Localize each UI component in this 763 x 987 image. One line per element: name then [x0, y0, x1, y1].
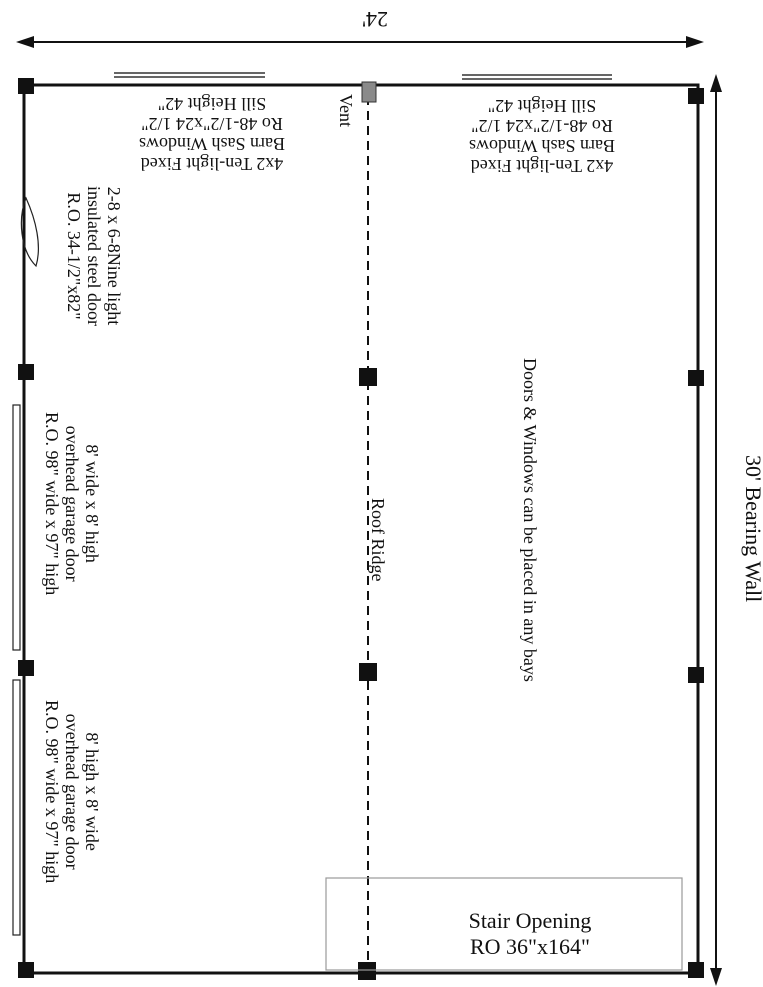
- stair-opening-label: Stair Opening RO 36"x164": [430, 908, 630, 960]
- garage-spec-line: R.O. 98" wide x 97" high: [42, 412, 62, 596]
- posts: [18, 78, 704, 980]
- roof-ridge-label: Roof Ridge: [368, 498, 388, 582]
- door-swing-symbol: [20, 196, 39, 268]
- garage-spec-line: overhead garage door: [62, 713, 82, 870]
- window-spec-line: Ro 48-1/2"x24 1/2": [471, 116, 613, 136]
- window-spec-line: 4x2 Ten-light Fixed: [140, 154, 284, 174]
- window-spec-left: 4x2 Ten-light Fixed Barn Sash Windows Ro…: [112, 94, 312, 174]
- window-spec-right: 4x2 Ten-light Fixed Barn Sash Windows Ro…: [442, 96, 642, 176]
- length-dimension-label: 30' Bearing Wall: [741, 455, 763, 603]
- vent-marker: [361, 81, 377, 103]
- post: [358, 962, 376, 980]
- stair-label-line2: RO 36"x164": [469, 934, 591, 959]
- width-dimension-label: 24': [362, 7, 388, 32]
- window-spec-line: Sill Height 42": [157, 94, 267, 114]
- garage-spec-line: 8' high x 8' wide: [82, 732, 102, 851]
- door-spec-line: 2-8 x 6-8Nine light: [104, 186, 124, 326]
- stair-opening: [325, 877, 683, 971]
- garage-spec-line: R.O. 98" wide x 97" high: [42, 700, 62, 884]
- entry-door-spec: 2-8 x 6-8Nine light insulated steel door…: [64, 186, 124, 326]
- post: [18, 660, 34, 676]
- placement-note: Doors & Windows can be placed in any bay…: [520, 358, 540, 682]
- garage-door-opening-1: [12, 404, 21, 651]
- vent-label: Vent: [336, 94, 356, 127]
- post: [18, 78, 34, 94]
- window-indicator-right: [462, 74, 612, 80]
- post: [688, 962, 704, 978]
- window-spec-line: Sill Height 42": [487, 96, 597, 116]
- post: [359, 368, 377, 386]
- door-spec-line: R.O. 34-1/2"x82": [64, 192, 84, 320]
- building-outline: [22, 83, 700, 975]
- post: [359, 663, 377, 681]
- post: [688, 370, 704, 386]
- garage-door-2-spec: 8' high x 8' wide overhead garage door R…: [42, 700, 102, 883]
- garage-spec-line: 8' wide x 8' high: [82, 444, 102, 563]
- garage-door-1-spec: 8' wide x 8' high overhead garage door R…: [42, 412, 102, 595]
- window-spec-line: 4x2 Ten-light Fixed: [470, 156, 614, 176]
- window-spec-line: Barn Sash Windows: [469, 136, 615, 156]
- door-spec-line: insulated steel door: [84, 186, 104, 326]
- post: [18, 962, 34, 978]
- length-dimension-arrow: [710, 74, 722, 986]
- window-spec-line: Ro 48-1/2"x24 1/2": [141, 114, 283, 134]
- window-spec-line: Barn Sash Windows: [139, 134, 285, 154]
- garage-door-opening-2: [12, 679, 21, 936]
- window-indicator-left: [114, 72, 265, 78]
- post: [688, 88, 704, 104]
- stair-label-line1: Stair Opening: [468, 908, 592, 933]
- post: [18, 364, 34, 380]
- width-dimension-arrow: [16, 36, 704, 48]
- garage-spec-line: overhead garage door: [62, 425, 82, 582]
- post: [688, 667, 704, 683]
